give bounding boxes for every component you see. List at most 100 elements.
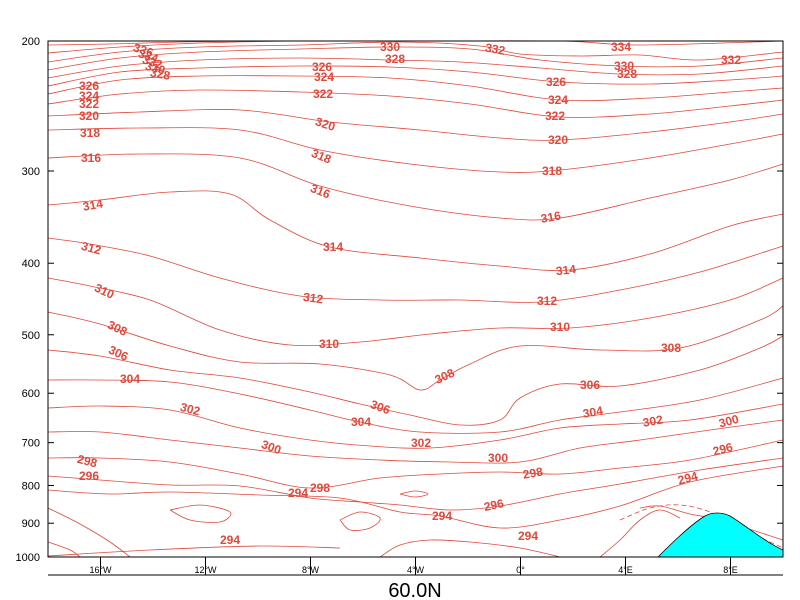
chart-title: 60.0N	[388, 580, 441, 600]
contour-label-320: 320	[548, 133, 568, 147]
contour-label-310: 310	[92, 281, 116, 302]
contour-label-324: 324	[79, 89, 99, 103]
contour-label-300: 300	[488, 451, 508, 465]
contour-label-294: 294	[220, 533, 240, 547]
contour-label-316: 316	[308, 181, 332, 202]
x-tick-label: 4°E	[618, 565, 633, 575]
contour-label-326: 326	[546, 75, 566, 89]
axes: 200 300 400 500 600 700 800 900 1000 16°W 12°W 8°W 4…	[16, 36, 784, 576]
contour-label-326: 326	[79, 79, 99, 93]
contour-label-296: 296	[483, 496, 506, 514]
contour-label-294: 294	[676, 469, 699, 488]
contour-label-332: 332	[484, 41, 506, 58]
contour-label-328: 328	[149, 66, 171, 83]
y-tick-label: 900	[22, 518, 40, 530]
y-tick-label: 1000	[16, 552, 40, 564]
contour-label-308: 308	[105, 318, 129, 339]
contour-label-306: 306	[106, 343, 130, 364]
y-tick-label: 500	[22, 330, 40, 342]
x-tick-label: 8°W	[302, 565, 320, 575]
contour-298	[47, 439, 784, 489]
contour-label-304: 304	[120, 372, 140, 386]
contour-label-330: 330	[144, 59, 167, 78]
x-tick-label: 12°W	[194, 565, 217, 575]
contour-label-334: 334	[137, 46, 161, 66]
contour-label-332: 332	[141, 52, 165, 72]
contour-label-322: 322	[545, 109, 565, 123]
x-tick-label: 8°E	[723, 565, 738, 575]
contour-label-312: 312	[80, 239, 103, 258]
contour-label-318: 318	[309, 146, 333, 167]
y-tick-label: 800	[22, 480, 40, 492]
contour-label-302: 302	[642, 412, 664, 429]
contour-label-298: 298	[76, 452, 99, 471]
x-tick-label: 0°	[516, 565, 525, 575]
y-tick-label: 300	[22, 166, 40, 178]
contour-label-302: 302	[411, 436, 431, 450]
contour-label-312: 312	[537, 294, 557, 308]
contour-label-326: 326	[312, 60, 332, 74]
contour-label-294: 294	[432, 509, 452, 523]
contour-label-336: 336	[132, 40, 156, 60]
y-tick-label: 600	[22, 388, 40, 400]
contour-324	[47, 75, 784, 102]
x-tick-label: 16°W	[89, 565, 112, 575]
contour-label-298: 298	[522, 464, 544, 481]
contour-label-320: 320	[314, 114, 338, 134]
contour-label-308: 308	[661, 341, 681, 355]
contour-312	[47, 237, 784, 303]
contour-label-312: 312	[302, 290, 324, 307]
y-tick-label: 700	[22, 438, 40, 450]
contour-304	[47, 377, 784, 434]
contour-328	[47, 57, 784, 79]
contour-326	[47, 65, 784, 87]
contour-label-302: 302	[179, 400, 202, 419]
contour-fragment	[339, 511, 381, 531]
contour-label-320: 320	[79, 109, 99, 123]
contour-fragment	[47, 545, 341, 557]
contour-314	[47, 190, 784, 271]
contour-label-304: 304	[351, 415, 371, 429]
contour-label-294: 294	[518, 529, 538, 543]
contour-label-314: 314	[323, 240, 343, 254]
contour-label-314: 314	[82, 196, 104, 213]
y-tick-label: 400	[22, 258, 40, 270]
contour-label-310: 310	[319, 337, 339, 351]
contour-330	[47, 46, 784, 71]
contour-label-324: 324	[548, 93, 568, 107]
contour-label-330: 330	[614, 59, 634, 73]
contour-296	[47, 457, 784, 511]
contour-fragment	[47, 507, 131, 558]
x-tick-label: 4°W	[407, 565, 425, 575]
terrain	[657, 512, 784, 558]
contour-label-298: 298	[310, 481, 330, 495]
contour-label-334: 334	[611, 40, 631, 54]
contour-label-318: 318	[80, 126, 100, 140]
contour-320	[47, 109, 784, 141]
contour-label-322: 322	[313, 87, 333, 101]
contour-lines	[47, 40, 784, 558]
contour-310	[47, 277, 784, 347]
contour-294	[47, 465, 784, 529]
contour-fragment	[599, 509, 681, 558]
y-tick-label: 200	[22, 36, 40, 48]
contour-label-332: 332	[721, 53, 741, 67]
contour-302	[47, 403, 784, 449]
contour-label-308: 308	[433, 366, 457, 387]
contour-label-316: 316	[540, 208, 562, 225]
contour-322	[47, 89, 784, 118]
contour-label-316: 316	[81, 151, 101, 165]
contour-label-306: 306	[368, 397, 392, 417]
contour-label-304: 304	[582, 403, 604, 420]
contour-fragment	[379, 539, 561, 558]
contour-label-306: 306	[580, 378, 600, 392]
contour-label-322: 322	[79, 97, 99, 111]
contour-label-318: 318	[542, 164, 562, 178]
contour-308	[47, 305, 784, 391]
contour-label-300: 300	[717, 412, 740, 431]
contour-label-296: 296	[711, 440, 734, 459]
contour-316	[47, 153, 784, 221]
contour-label-330: 330	[380, 40, 400, 54]
